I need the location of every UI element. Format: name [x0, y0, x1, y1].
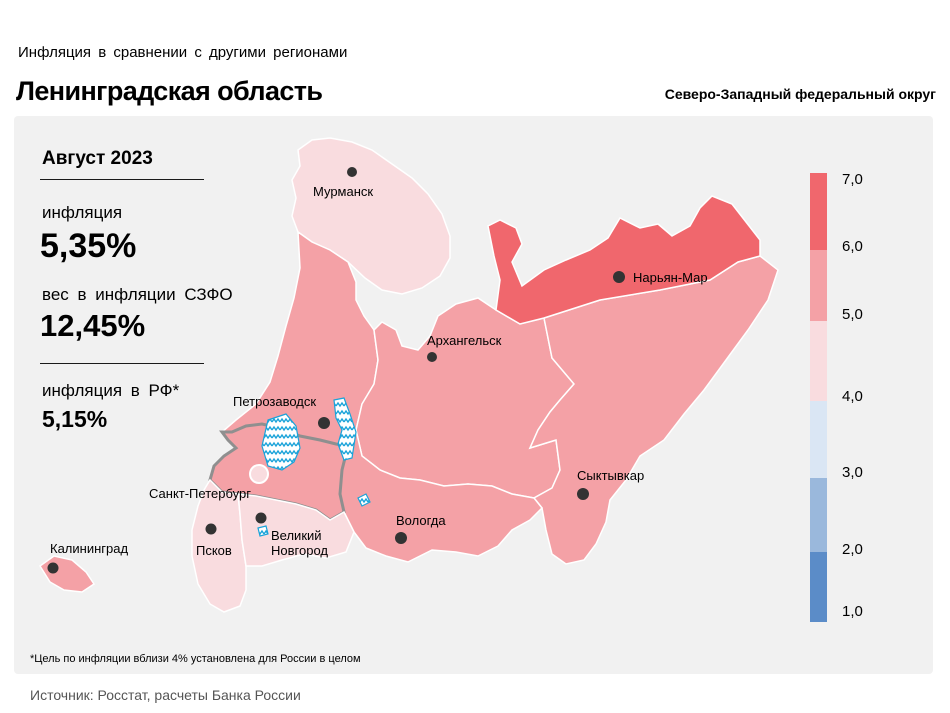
city-label-kaliningrad: Калининград — [50, 541, 128, 556]
legend-bin-2-3 — [810, 478, 827, 552]
inflation-label: инфляция — [42, 203, 123, 222]
city-dot-novgorod — [255, 512, 267, 524]
legend-tick-4: 4,0 — [842, 388, 863, 405]
divider-bottom — [40, 363, 204, 364]
city-label-murmansk: Мурманск — [313, 184, 373, 199]
city-dot-petrozavodsk — [318, 417, 330, 429]
legend-tick-6: 6,0 — [842, 238, 863, 255]
region-nenets — [487, 195, 761, 325]
legend-bin-1-2 — [810, 552, 827, 622]
weight-label: вес в инфляции СЗФО — [42, 285, 233, 304]
legend-bin-3-4 — [810, 401, 827, 478]
legend-tick-7: 7,0 — [842, 171, 863, 188]
source-note: Источник: Росстат, расчеты Банка России — [30, 687, 301, 703]
legend-tick-1: 1,0 — [842, 603, 863, 620]
lake-onega — [333, 397, 357, 461]
lake-ladoga — [261, 413, 301, 471]
city-label-spb: Санкт-Петербург — [149, 486, 251, 501]
city-label-novgorod-2: Новгород — [271, 543, 328, 558]
city-label-arkhangelsk: Архангельск — [427, 333, 502, 348]
region-vologda — [339, 427, 544, 563]
legend-tick-5: 5,0 — [842, 306, 863, 323]
city-label-syktyvkar: Сыктывкар — [577, 468, 644, 483]
lake-ilmen — [257, 525, 269, 537]
region-arkhangelsk — [355, 297, 575, 499]
city-dot-kaliningrad — [47, 562, 59, 574]
region-novgorod — [237, 493, 355, 567]
region-kaliningrad — [38, 555, 96, 593]
legend-bin-4-5 — [810, 321, 827, 401]
rf-inflation-value: 5,15% — [42, 406, 108, 432]
city-label-pskov: Псков — [196, 543, 232, 558]
legend-bin-5-6 — [810, 250, 827, 321]
rf-inflation-label: инфляция в РФ* — [42, 381, 180, 400]
period-label: Август 2023 — [42, 148, 153, 169]
city-dot-pskov — [205, 523, 217, 535]
legend-tick-3: 3,0 — [842, 464, 863, 481]
legend-tick-2: 2,0 — [842, 541, 863, 558]
footnote: *Цель по инфляции вблизи 4% установлена … — [30, 653, 361, 665]
city-label-petrozavodsk: Петрозаводск — [233, 394, 316, 409]
lake-beloe — [357, 493, 371, 507]
city-label-vologda: Вологда — [396, 513, 446, 528]
city-dot-syktyvkar — [577, 488, 589, 500]
city-label-naryan-mar: Нарьян-Мар — [633, 270, 708, 285]
city-dot-murmansk — [347, 167, 357, 177]
city-dot-naryan-mar — [613, 271, 625, 283]
inflation-value: 5,35% — [40, 227, 137, 265]
city-dot-vologda — [395, 532, 407, 544]
spb-marker — [249, 464, 269, 484]
weight-value: 12,45% — [40, 308, 146, 343]
chart-subtitle: Инфляция в сравнении с другими регионами — [18, 44, 348, 61]
region-murmansk — [291, 137, 451, 295]
legend-bin-6-7 — [810, 173, 827, 250]
city-label-novgorod-1: Великий — [271, 528, 322, 543]
city-dot-arkhangelsk — [427, 352, 437, 362]
divider-top — [40, 179, 204, 180]
region-title: Ленинградская область — [16, 76, 323, 106]
district-name: Северо-Западный федеральный округ — [664, 86, 936, 102]
legend-scale — [810, 173, 827, 622]
